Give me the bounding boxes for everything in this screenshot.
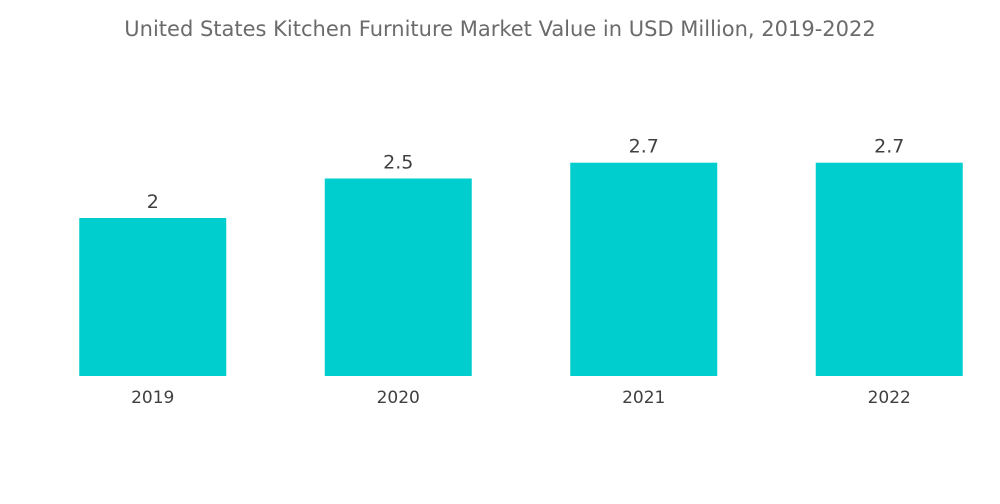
- data-label-2019: 2: [147, 191, 159, 213]
- data-label-2020: 2.5: [383, 152, 413, 174]
- bar-2019: [79, 218, 227, 376]
- x-tick-label-2020: 2020: [377, 388, 420, 408]
- bar-2021: [570, 162, 718, 376]
- x-tick-label-2022: 2022: [868, 388, 911, 408]
- x-tick-label-2021: 2021: [622, 388, 665, 408]
- data-label-2022: 2.7: [874, 136, 904, 158]
- x-tick-label-2019: 2019: [131, 388, 174, 408]
- bar-2020: [324, 178, 472, 376]
- chart-title: United States Kitchen Furniture Market V…: [124, 17, 876, 41]
- bar-2022: [815, 162, 963, 376]
- data-label-2021: 2.7: [629, 136, 659, 158]
